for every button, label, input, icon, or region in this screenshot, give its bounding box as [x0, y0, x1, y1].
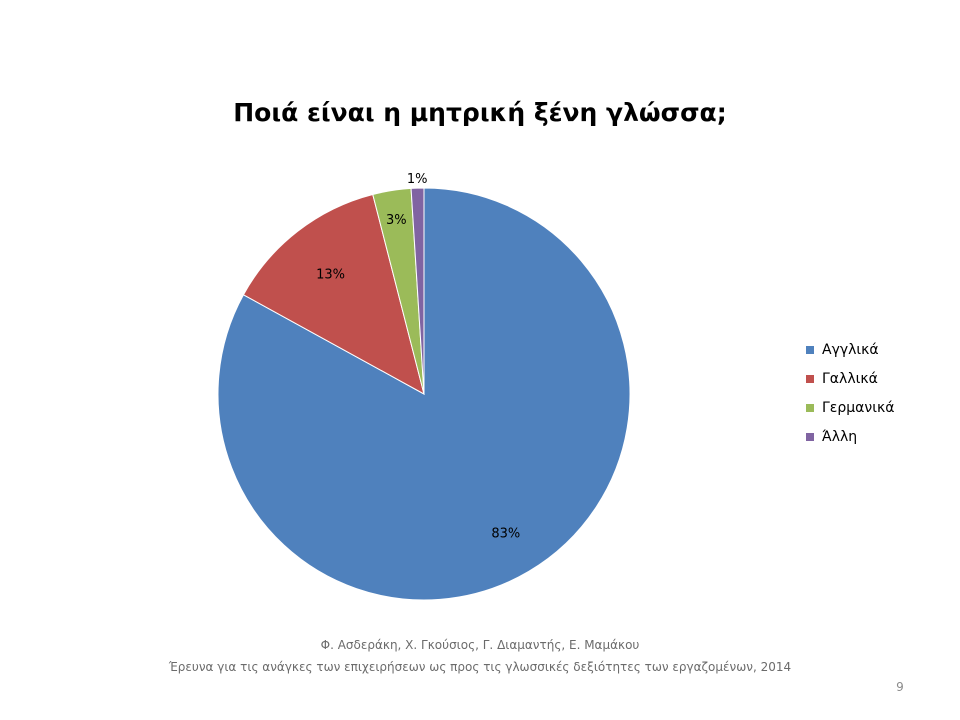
- footer-source: Έρευνα για τις ανάγκες των επιχειρήσεων …: [168, 660, 792, 674]
- pie-slice-other: [410, 187, 425, 395]
- legend-item-other: Άλλη: [806, 425, 894, 448]
- chart-title: Ποιά είναι η μητρική ξένη γλώσσα;: [233, 98, 727, 127]
- legend-label: Άλλη: [822, 428, 858, 445]
- legend-label: Αγγλικά: [822, 341, 879, 358]
- legend-swatch: [806, 345, 814, 354]
- legend-item-german: Γερμανικά: [806, 396, 894, 419]
- data-label-english: 83%: [491, 526, 520, 541]
- page-number: 9: [896, 680, 904, 694]
- data-label-german: 3%: [386, 213, 407, 228]
- legend-swatch: [806, 403, 814, 412]
- pie-slice-french: [242, 193, 425, 395]
- legend-label: Γαλλικά: [822, 370, 878, 387]
- legend-item-french: Γαλλικά: [806, 367, 894, 390]
- legend-swatch: [806, 432, 814, 441]
- data-label-french: 13%: [316, 268, 345, 283]
- chart-legend: Αγγλικά Γαλλικά Γερμανικά Άλλη: [806, 338, 894, 454]
- footer-authors: Φ. Ασδεράκη, Χ. Γκούσιος, Γ. Διαμαντής, …: [320, 638, 640, 652]
- data-label-other: 1%: [407, 172, 428, 187]
- legend-item-english: Αγγλικά: [806, 338, 894, 361]
- legend-label: Γερμανικά: [822, 399, 895, 416]
- legend-swatch: [806, 374, 814, 383]
